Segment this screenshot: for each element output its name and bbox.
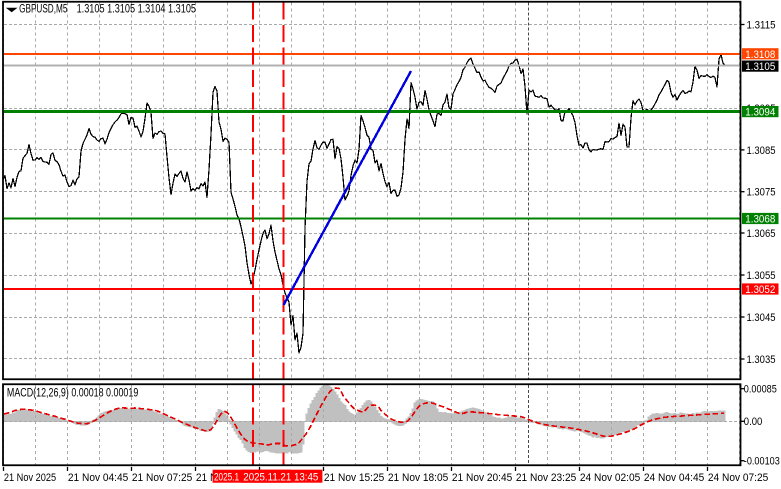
svg-text:1.3105: 1.3105	[745, 61, 775, 73]
svg-text:24 Nov 04:45: 24 Nov 04:45	[644, 472, 704, 484]
svg-text:1.3085: 1.3085	[747, 145, 776, 157]
svg-text:24 Nov 02:05: 24 Nov 02:05	[580, 472, 640, 484]
svg-text:2025.1: 2025.1	[214, 472, 239, 484]
svg-text:1.3108: 1.3108	[745, 49, 775, 61]
svg-text:21 Nov 20:45: 21 Nov 20:45	[452, 472, 512, 484]
svg-text:1.3055: 1.3055	[747, 270, 776, 282]
svg-text:21 Nov 15:25: 21 Nov 15:25	[324, 472, 384, 484]
svg-text:1.3075: 1.3075	[747, 187, 776, 199]
svg-text:1.3068: 1.3068	[745, 214, 775, 226]
svg-text:GBPUSD,M5: GBPUSD,M5	[19, 4, 67, 16]
svg-text:21 Nov 2025: 21 Nov 2025	[4, 472, 56, 484]
svg-text:21 Nov 07:25: 21 Nov 07:25	[132, 472, 192, 484]
svg-text:1.3035: 1.3035	[747, 354, 776, 366]
svg-text:21 Nov 18:05: 21 Nov 18:05	[388, 472, 448, 484]
svg-text:1.3115: 1.3115	[747, 19, 776, 31]
svg-text:-0.00103: -0.00103	[744, 456, 780, 468]
svg-text:MACD(12,26,9) 0.00018 0.00019: MACD(12,26,9) 0.00018 0.00019	[7, 388, 138, 400]
svg-text:21 Nov 23:25: 21 Nov 23:25	[516, 472, 576, 484]
svg-text:1.3045: 1.3045	[747, 312, 776, 324]
svg-text:0.00085: 0.00085	[744, 384, 777, 396]
svg-text:1.3094: 1.3094	[745, 107, 775, 119]
svg-text:1.3052: 1.3052	[745, 284, 775, 296]
svg-text:1.3105 1.3105 1.3104 1.3105: 1.3105 1.3105 1.3104 1.3105	[77, 4, 196, 16]
svg-text:21 Nov 04:45: 21 Nov 04:45	[68, 472, 128, 484]
svg-text:2025.11.21 13:45: 2025.11.21 13:45	[243, 472, 318, 484]
svg-text:0.00: 0.00	[744, 416, 763, 428]
svg-text:24 Nov 07:25: 24 Nov 07:25	[708, 472, 768, 484]
svg-text:1.3065: 1.3065	[747, 228, 776, 240]
